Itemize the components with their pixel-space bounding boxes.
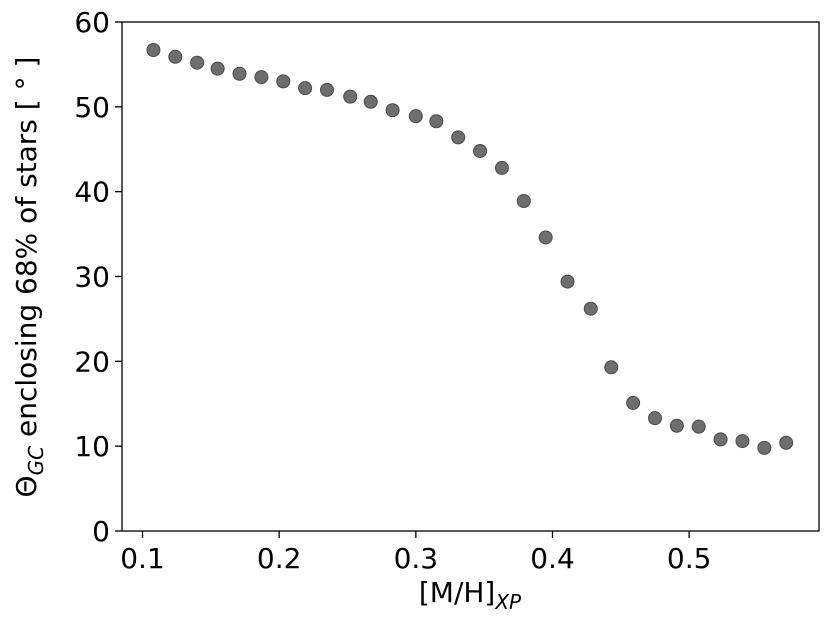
data-point — [254, 70, 269, 85]
data-point — [691, 419, 706, 434]
data-point — [735, 434, 750, 449]
data-point — [320, 82, 334, 97]
data-point — [648, 411, 662, 426]
data-point — [604, 360, 619, 375]
data-point — [516, 193, 531, 208]
data-point — [168, 49, 183, 64]
y-axis-label: ΘGC enclosing 68% of stars [ ° ] — [10, 57, 48, 498]
data-point — [494, 160, 509, 175]
x-tick-label: 0.4 — [530, 542, 575, 575]
data-point — [190, 55, 205, 70]
data-point — [363, 94, 378, 109]
data-point — [757, 440, 772, 455]
data-point — [408, 109, 423, 124]
x-axis: 0.1 0.2 0.3 0.4 0.5 — [120, 531, 711, 575]
x-axis-label: [M/H]XP — [419, 576, 522, 614]
y-tick-label: 0 — [92, 515, 110, 548]
data-point — [146, 42, 161, 57]
data-point — [779, 435, 794, 450]
data-point — [451, 130, 466, 145]
data-point — [538, 230, 553, 245]
data-point — [232, 66, 247, 81]
plot-frame — [121, 21, 820, 532]
data-point — [669, 418, 684, 433]
data-point — [276, 74, 291, 89]
y-tick-label: 60 — [74, 6, 110, 39]
x-tick-label: 0.5 — [667, 542, 712, 575]
y-tick-label: 20 — [74, 345, 110, 378]
y-tick-label: 40 — [74, 176, 110, 209]
data-point — [713, 432, 728, 447]
y-axis: 0 10 20 30 40 50 60 — [74, 6, 122, 548]
y-tick-label: 30 — [74, 261, 110, 294]
data-points — [146, 42, 794, 455]
data-point — [626, 395, 641, 410]
data-point — [583, 301, 598, 316]
data-point — [343, 89, 358, 104]
data-point — [429, 114, 444, 129]
x-tick-label: 0.1 — [120, 542, 165, 575]
x-tick-label: 0.3 — [394, 542, 439, 575]
data-point — [298, 81, 313, 96]
data-point — [560, 274, 575, 289]
data-point — [385, 103, 400, 118]
y-tick-label: 50 — [74, 91, 110, 124]
data-point — [210, 61, 225, 76]
y-tick-label: 10 — [74, 430, 110, 463]
x-tick-label: 0.2 — [257, 542, 302, 575]
data-point — [473, 143, 488, 158]
